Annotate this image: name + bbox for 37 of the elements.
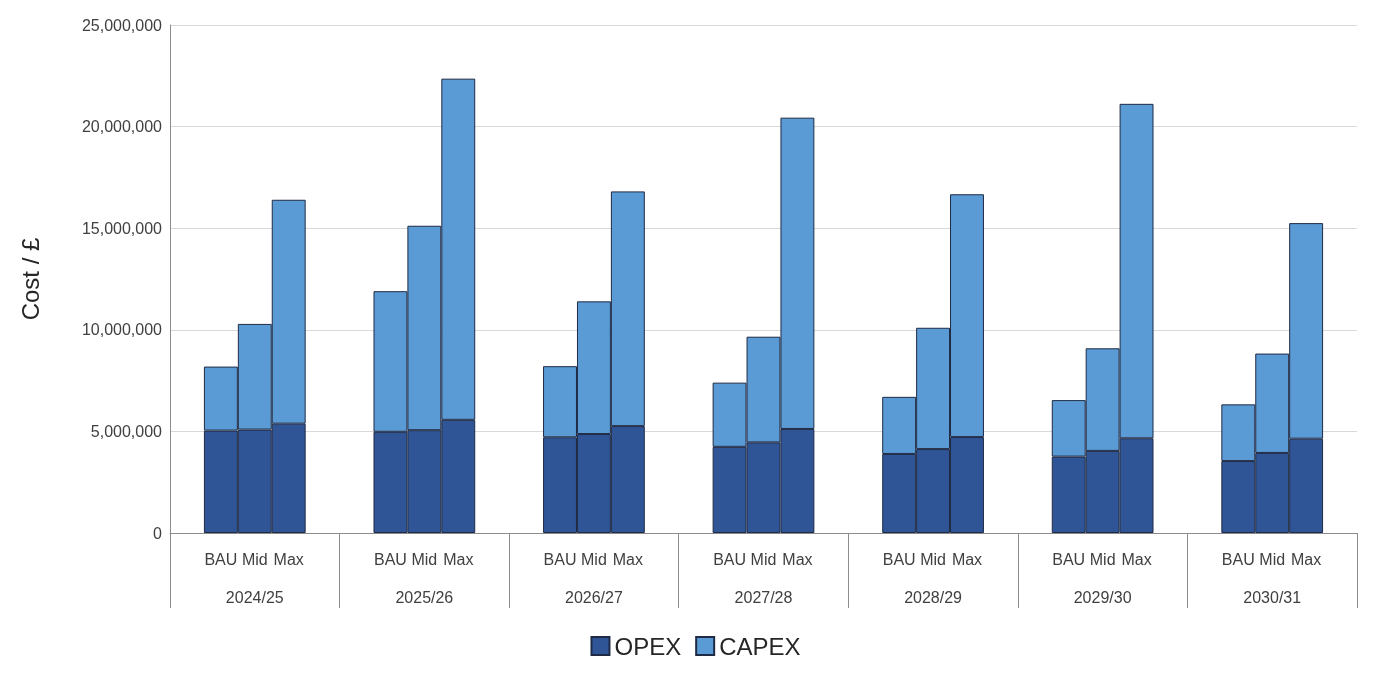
x-tick-label: Max <box>782 550 813 568</box>
x-tick-label: Max <box>951 550 983 568</box>
legend-label: CAPEX <box>719 632 801 660</box>
x-tick-label: Max <box>1121 550 1152 568</box>
x-tick-label: BAU <box>1221 550 1255 568</box>
x-tick-label: BAU <box>713 550 747 568</box>
text: 2029/30 <box>1073 588 1132 606</box>
x-tick-label: Max <box>612 550 643 568</box>
x-tick-label: BAU <box>543 550 577 568</box>
legend-label: OPEX <box>614 632 682 660</box>
x-tick-label: Max <box>1291 550 1322 568</box>
y-axis-title: Cost / £ <box>16 237 44 321</box>
y-tick-label: 20,000,000 <box>81 118 163 136</box>
text: 2027/28 <box>734 588 793 606</box>
x-tick-label: BAU <box>373 550 407 568</box>
x-tick-label: Mid <box>750 550 777 568</box>
x-tick-label: Mid <box>581 550 607 568</box>
x-tick-label: Max <box>273 550 304 568</box>
text: 2024/25 <box>225 588 284 606</box>
text: 2026/27 <box>565 588 623 606</box>
y-tick-label: 25,000,000 <box>81 16 163 34</box>
y-tick-label: 15,000,000 <box>81 219 163 237</box>
x-tick-label: Max <box>443 550 474 568</box>
text: 2028/29 <box>904 588 963 606</box>
x-tick-label: BAU <box>882 550 916 568</box>
x-tick-label: Mid <box>920 550 946 568</box>
y-tick-label: 10,000,000 <box>81 321 163 339</box>
text: 2030/31 <box>1243 588 1302 606</box>
y-tick-label: 0 <box>153 524 163 542</box>
x-tick-label: Mid <box>411 550 438 568</box>
x-tick-label: Mid <box>241 550 268 568</box>
x-tick-label: Mid <box>1259 550 1286 568</box>
x-tick-label: Mid <box>1089 550 1116 568</box>
x-tick-label: BAU <box>204 550 238 568</box>
x-tick-label: BAU <box>1052 550 1086 568</box>
text: 2025/26 <box>395 588 454 606</box>
y-tick-label: 5,000,000 <box>90 422 163 440</box>
